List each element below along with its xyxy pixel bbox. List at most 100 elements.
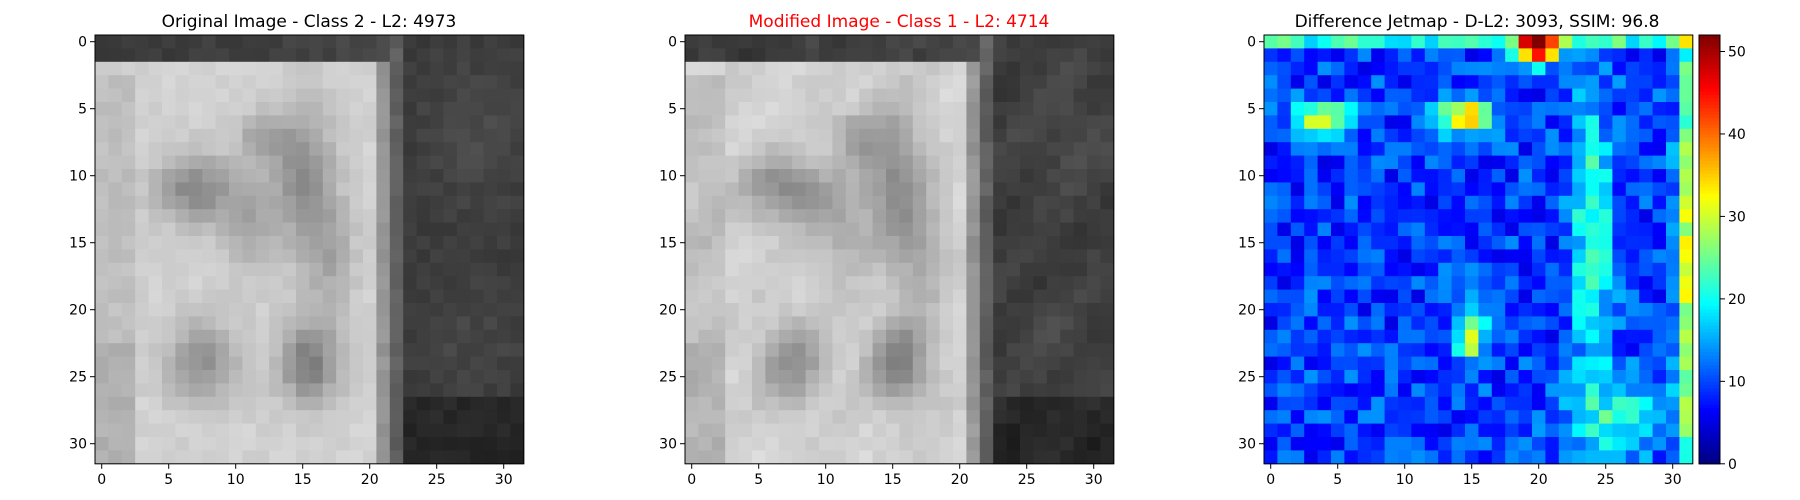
heatmap-cell — [162, 61, 176, 76]
heatmap-cell — [725, 303, 739, 317]
heatmap-cell — [470, 437, 484, 451]
heatmap-cell — [416, 450, 431, 465]
axes-frame — [94, 34, 525, 465]
heatmap-cell — [1599, 142, 1613, 156]
heatmap-cell — [953, 343, 967, 357]
heatmap-cell — [269, 262, 283, 277]
heatmap-cell — [282, 142, 297, 156]
heatmap-cell — [202, 88, 216, 103]
heatmap-cell — [148, 289, 163, 304]
heatmap-cell — [1264, 236, 1278, 250]
heatmap-cell — [832, 303, 847, 317]
heatmap-cell — [953, 75, 967, 89]
heatmap-cell — [685, 249, 699, 264]
heatmap-cell — [1344, 289, 1359, 304]
heatmap-cell — [738, 249, 753, 264]
heatmap-cell — [1478, 195, 1493, 210]
heatmap-cell — [711, 182, 726, 197]
heatmap-cell — [993, 222, 1007, 237]
heatmap-cell — [1424, 102, 1439, 116]
heatmap-cell — [1491, 249, 1506, 264]
heatmap-cell — [1264, 128, 1278, 143]
heatmap-cell — [1505, 75, 1519, 89]
heatmap-cell — [912, 35, 927, 49]
heatmap-cell — [805, 289, 820, 304]
heatmap-cell — [416, 437, 431, 451]
heatmap-cell — [1518, 142, 1533, 156]
heatmap-cell — [1639, 316, 1653, 331]
heatmap-cell — [1033, 289, 1048, 304]
heatmap-cell — [979, 450, 994, 465]
heatmap-cell — [859, 155, 873, 170]
heatmap-cell — [1384, 316, 1399, 331]
heatmap-cell — [389, 88, 404, 103]
colorbar-segment — [1699, 180, 1720, 185]
heatmap-cell — [685, 356, 699, 371]
heatmap-cell — [1277, 209, 1292, 223]
heatmap-cell — [1532, 410, 1546, 424]
heatmap-cell — [135, 370, 149, 384]
heatmap-cell — [1625, 303, 1640, 317]
heatmap-cell — [376, 222, 391, 237]
heatmap-cell — [1357, 356, 1372, 371]
heatmap-cell — [805, 222, 820, 237]
heatmap-cell — [725, 423, 739, 438]
heatmap-cell — [269, 115, 283, 130]
heatmap-cell — [966, 329, 981, 344]
heatmap-cell — [349, 35, 364, 49]
heatmap-cell — [1491, 370, 1506, 384]
heatmap-cell — [296, 155, 310, 170]
heatmap-cell — [363, 142, 377, 156]
heatmap-cell — [845, 128, 860, 143]
heatmap-cell — [483, 35, 498, 49]
heatmap-cell — [685, 383, 699, 398]
heatmap-cell — [1020, 396, 1034, 411]
heatmap-cell — [872, 450, 887, 465]
heatmap-cell — [1491, 61, 1506, 76]
heatmap-cell — [993, 115, 1007, 130]
heatmap-cell — [336, 222, 350, 237]
heatmap-cell — [1046, 356, 1061, 371]
heatmap-cell — [1398, 316, 1412, 331]
heatmap-cell — [966, 88, 981, 103]
heatmap-cell — [175, 329, 190, 344]
heatmap-cell — [1006, 128, 1021, 143]
heatmap-cell — [859, 303, 873, 317]
heatmap-cell — [497, 48, 511, 63]
heatmap-cell — [1505, 410, 1519, 424]
heatmap-cell — [1384, 222, 1399, 237]
heatmap-cell — [1398, 48, 1412, 63]
heatmap-cell — [430, 343, 444, 357]
heatmap-cell — [1505, 383, 1519, 398]
heatmap-cell — [403, 222, 417, 237]
heatmap-cell — [1317, 155, 1332, 170]
heatmap-cell — [1478, 450, 1493, 465]
heatmap-cell — [1331, 169, 1345, 183]
heatmap-cell — [792, 316, 806, 331]
heatmap-cell — [792, 249, 806, 264]
heatmap-cell — [497, 396, 511, 411]
heatmap-cell — [135, 383, 149, 398]
heatmap-cell — [698, 437, 713, 451]
heatmap-cell — [993, 410, 1007, 424]
heatmap-cell — [1585, 48, 1600, 63]
heatmap-cell — [993, 356, 1007, 371]
heatmap-cell — [939, 303, 954, 317]
heatmap-cell — [886, 249, 900, 264]
heatmap-cell — [229, 142, 243, 156]
heatmap-cell — [1087, 102, 1101, 116]
heatmap-cell — [430, 128, 444, 143]
heatmap-cell — [926, 289, 940, 304]
colorbar-segment — [1699, 163, 1720, 168]
heatmap-cell — [1505, 209, 1519, 223]
heatmap-cell — [1451, 410, 1466, 424]
heatmap-cell — [269, 88, 283, 103]
heatmap-cell — [1424, 209, 1439, 223]
heatmap-cell — [1264, 423, 1278, 438]
heatmap-cell — [698, 61, 713, 76]
heatmap-cell — [912, 356, 927, 371]
heatmap-original — [95, 35, 525, 465]
heatmap-cell — [1505, 236, 1519, 250]
heatmap-cell — [416, 329, 431, 344]
heatmap-cell — [255, 437, 270, 451]
